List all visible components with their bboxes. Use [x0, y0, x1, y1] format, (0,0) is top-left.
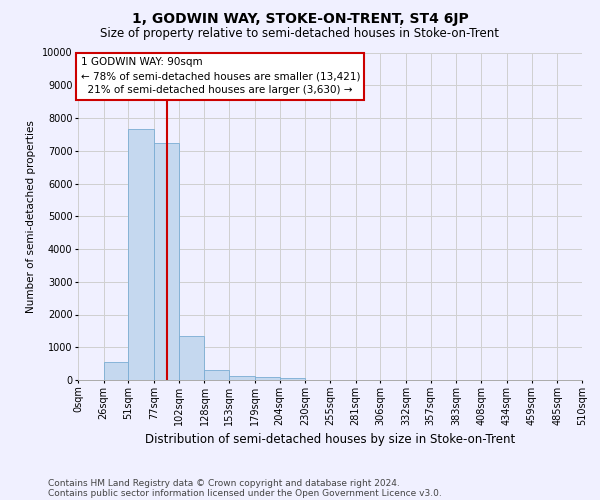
Text: 1, GODWIN WAY, STOKE-ON-TRENT, ST4 6JP: 1, GODWIN WAY, STOKE-ON-TRENT, ST4 6JP: [131, 12, 469, 26]
Text: Contains HM Land Registry data © Crown copyright and database right 2024.: Contains HM Land Registry data © Crown c…: [48, 478, 400, 488]
Text: 1 GODWIN WAY: 90sqm
← 78% of semi-detached houses are smaller (13,421)
  21% of : 1 GODWIN WAY: 90sqm ← 78% of semi-detach…: [80, 58, 360, 96]
X-axis label: Distribution of semi-detached houses by size in Stoke-on-Trent: Distribution of semi-detached houses by …: [145, 434, 515, 446]
Text: Size of property relative to semi-detached houses in Stoke-on-Trent: Size of property relative to semi-detach…: [101, 28, 499, 40]
Bar: [255, 378, 280, 380]
Text: Contains public sector information licensed under the Open Government Licence v3: Contains public sector information licen…: [48, 488, 442, 498]
Bar: [205, 370, 229, 380]
Y-axis label: Number of semi-detached properties: Number of semi-detached properties: [26, 120, 36, 312]
Bar: [280, 378, 305, 380]
Bar: [128, 130, 154, 380]
Bar: [179, 336, 205, 380]
Bar: [104, 362, 128, 380]
Bar: [154, 142, 179, 380]
Bar: [229, 376, 255, 380]
